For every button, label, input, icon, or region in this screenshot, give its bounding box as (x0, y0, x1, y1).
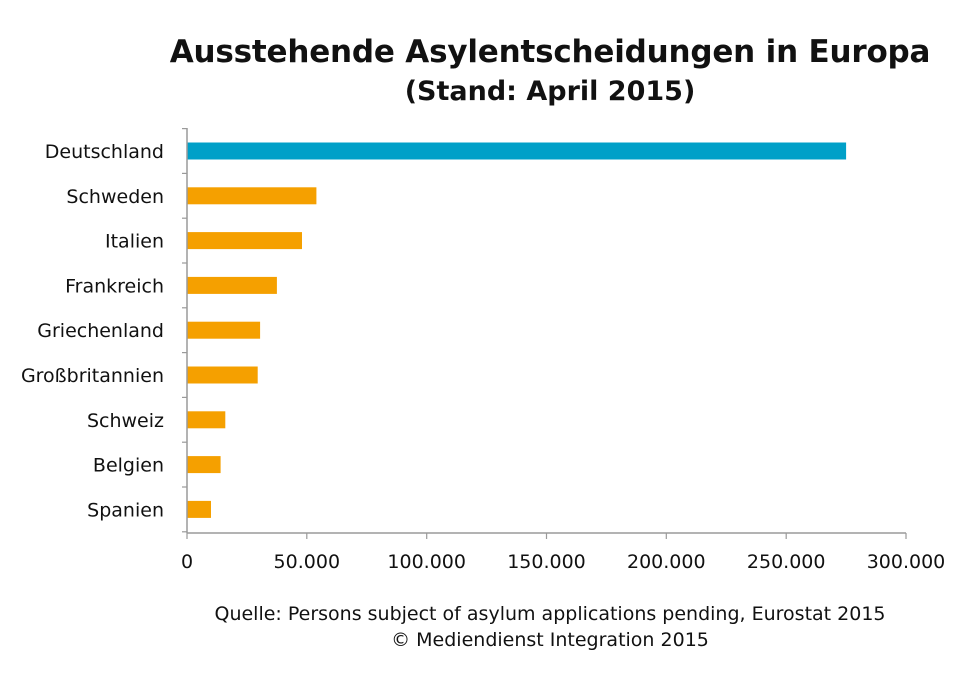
category-label-deutschland: Deutschland (45, 141, 164, 163)
x-tick-label: 100.000 (387, 551, 466, 573)
category-label-griechenland: Griechenland (37, 320, 164, 342)
category-label-frankreich: Frankreich (65, 275, 164, 297)
bars-group (187, 143, 846, 518)
bar-italien (187, 232, 302, 249)
category-label-italien: Italien (105, 231, 164, 253)
category-label-schweden: Schweden (66, 186, 164, 208)
bar-grossbritannien (187, 367, 258, 384)
source-note: Quelle: Persons subject of asylum applic… (120, 601, 972, 627)
bar-frankreich (187, 277, 277, 294)
category-labels-group: Deutschland Schweden Italien Frankreich Grie… (21, 141, 164, 521)
x-tick-label: 300.000 (867, 551, 946, 573)
x-ticks-group: 0 50.000 100.000 150.000 200.000 250.000 300.0… (181, 533, 945, 573)
category-label-belgien: Belgien (93, 455, 164, 477)
x-tick-label: 150.000 (507, 551, 586, 573)
x-tick-label: 250.000 (747, 551, 826, 573)
bar-griechenland (187, 322, 260, 339)
category-label-schweiz: Schweiz (87, 410, 164, 432)
category-label-spanien: Spanien (87, 499, 164, 521)
bar-deutschland (187, 143, 846, 160)
bar-belgien (187, 456, 221, 473)
copyright-note: © Mediendienst Integration 2015 (120, 627, 972, 653)
x-tick-label: 0 (181, 551, 193, 573)
category-label-grossbritannien: Großbritannien (21, 365, 164, 387)
bar-schweden (187, 187, 316, 204)
bar-spanien (187, 501, 211, 518)
bar-chart: Deutschland Schweden Italien Frankreich Grie… (0, 0, 972, 600)
bar-schweiz (187, 411, 225, 428)
x-tick-label: 200.000 (627, 551, 706, 573)
chart-footer: Quelle: Persons subject of asylum applic… (120, 601, 972, 653)
x-tick-label: 50.000 (274, 551, 340, 573)
